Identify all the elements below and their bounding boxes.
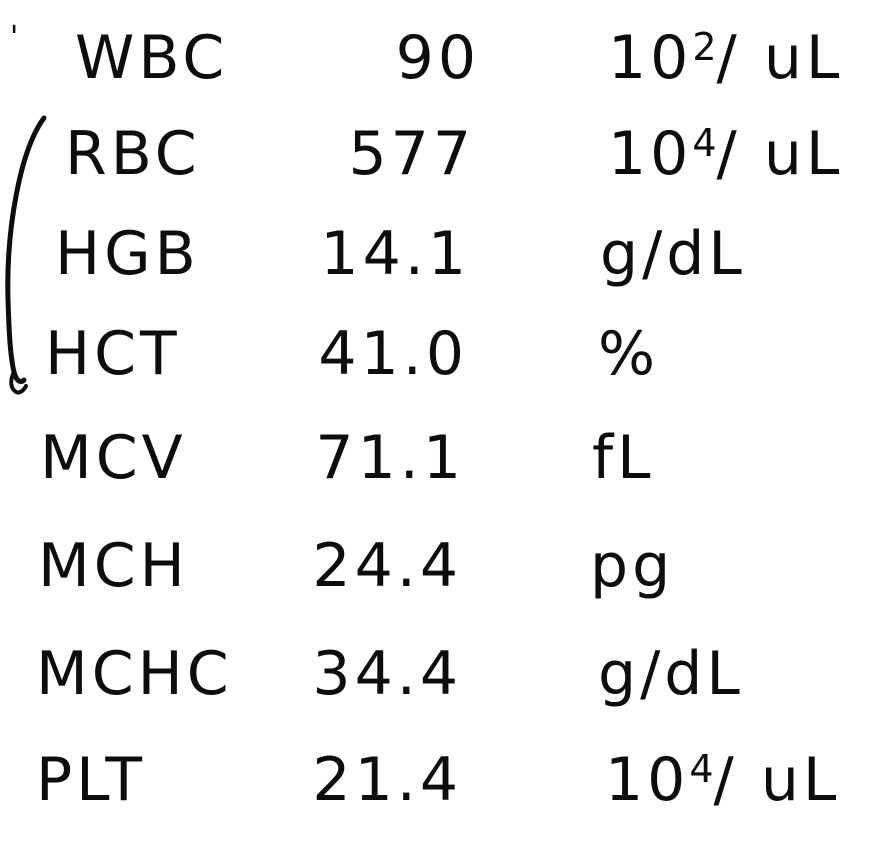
result-row-hgb: HGB 14.1 g/dL	[0, 204, 884, 304]
test-name: RBC	[65, 119, 201, 189]
result-row-wbc: WBC 90 102/ uL	[0, 8, 884, 108]
test-value: 14.1	[320, 219, 470, 289]
result-row-mcv: MCV 71.1 fL	[0, 408, 884, 508]
test-name: HCT	[45, 319, 181, 389]
test-name: MCH	[38, 531, 189, 601]
test-unit: %	[598, 319, 660, 389]
test-value: 21.4	[312, 745, 462, 815]
result-row-rbc: RBC 577 104/ uL	[0, 104, 884, 204]
test-value: 24.4	[312, 531, 462, 601]
result-row-plt: PLT 21.4 104/ uL	[0, 730, 884, 830]
test-name: PLT	[36, 745, 146, 815]
test-name: WBC	[75, 23, 229, 93]
result-row-mch: MCH 24.4 pg	[0, 516, 884, 616]
test-unit: g/dL	[598, 639, 744, 709]
test-unit: pg	[590, 531, 675, 601]
test-unit: 104/ uL	[608, 119, 844, 189]
test-value: 34.4	[312, 639, 462, 709]
test-name: HGB	[55, 219, 200, 289]
test-unit: fL	[592, 423, 655, 493]
test-unit: 104/ uL	[605, 745, 841, 815]
test-value: 41.0	[318, 319, 468, 389]
stray-tick-mark: '	[10, 20, 19, 55]
test-name: MCHC	[36, 639, 233, 709]
test-unit: 102/ uL	[608, 23, 844, 93]
test-value: 71.1	[315, 423, 465, 493]
test-unit: g/dL	[600, 219, 746, 289]
result-row-hct: HCT 41.0 %	[0, 304, 884, 404]
test-name: MCV	[40, 423, 187, 493]
test-value: 577	[348, 119, 475, 189]
result-row-mchc: MCHC 34.4 g/dL	[0, 624, 884, 724]
test-value: 90	[395, 23, 480, 93]
